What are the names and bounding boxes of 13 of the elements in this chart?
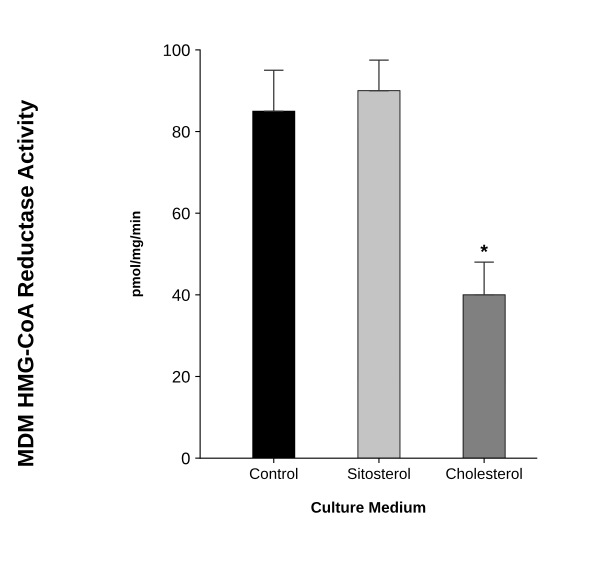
y-tick-label: 100 xyxy=(164,44,190,56)
x-axis-title: Culture Medium xyxy=(311,502,426,513)
y-tick-label: 0 xyxy=(182,452,190,464)
annotation: * xyxy=(480,244,488,252)
x-tick-label: Sitosterol xyxy=(348,468,410,480)
y-axis-title: pmol/mg/min xyxy=(130,212,144,296)
y-tick-label: 60 xyxy=(172,208,190,220)
text: MDM HMG-CoA Reductase Activity xyxy=(17,100,38,466)
x-tick-label: Control xyxy=(250,468,298,480)
y-tick-label: 80 xyxy=(172,126,190,138)
x-tick-label: Cholesterol xyxy=(446,468,522,480)
y-tick-label: 20 xyxy=(172,370,190,383)
y-tick-label: 40 xyxy=(172,289,190,302)
